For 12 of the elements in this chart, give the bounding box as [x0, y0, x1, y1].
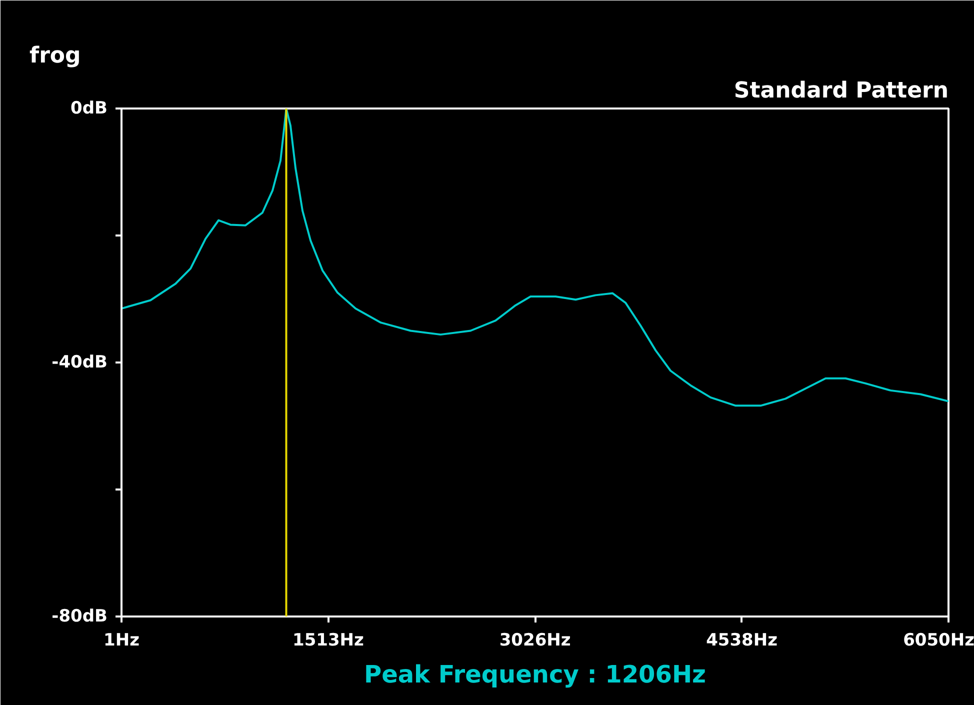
- x-tick-label: 1513Hz: [292, 630, 364, 650]
- x-tick-label: 3026Hz: [499, 630, 571, 650]
- line-series: [122, 108, 948, 407]
- y-tick-label: 0dB: [70, 98, 108, 118]
- x-tick-label: 6050Hz: [903, 630, 974, 650]
- chart-title: frog: [30, 44, 81, 68]
- x-tick-label: 1Hz: [104, 630, 140, 650]
- y-tick-label: -80dB: [52, 606, 108, 626]
- y-tick-label: -40dB: [52, 352, 108, 372]
- text: Peak Frequency : 1206Hz: [364, 660, 706, 688]
- x-tick-label: 4538Hz: [706, 630, 778, 650]
- chart-subtitle: Standard Pattern: [734, 78, 949, 104]
